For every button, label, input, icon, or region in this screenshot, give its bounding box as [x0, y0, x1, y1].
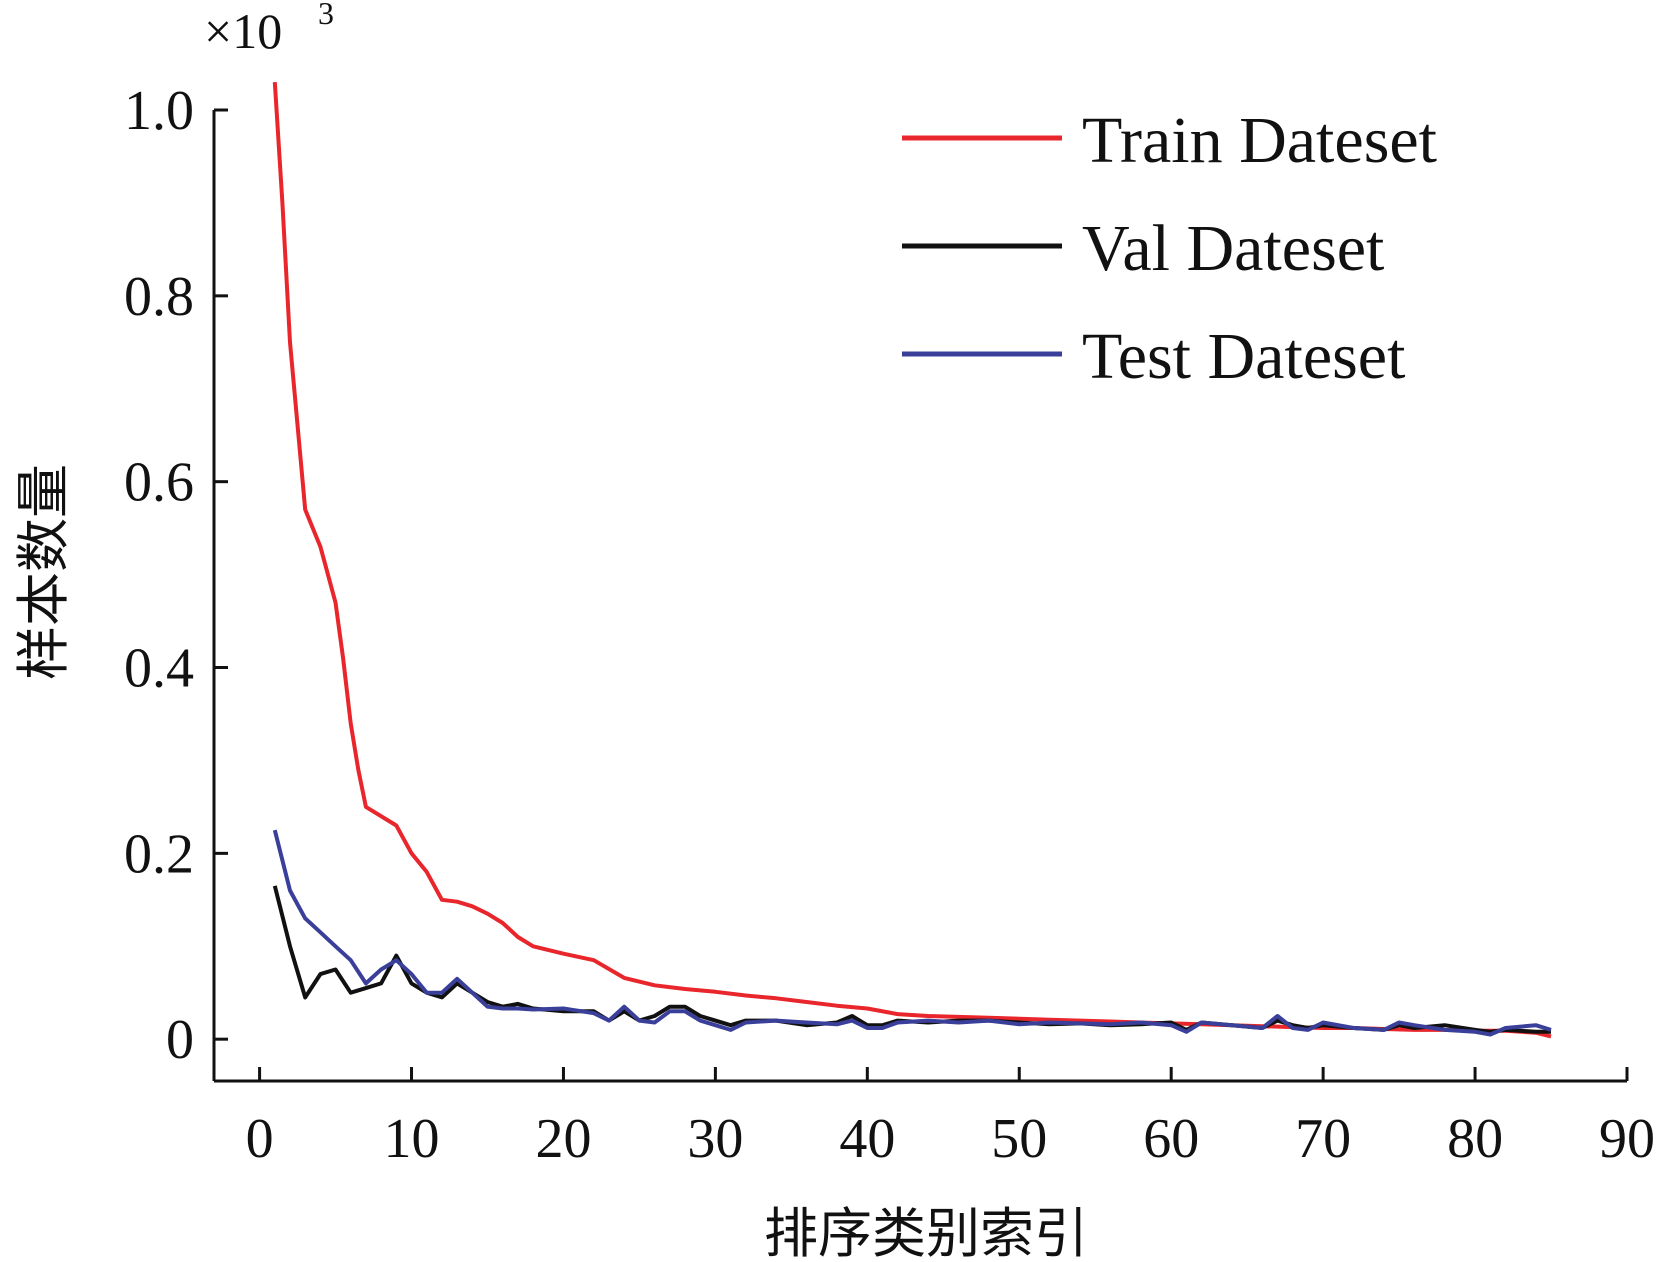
y-tick-label: 0: [166, 1009, 194, 1071]
y-tick-label: 0.4: [124, 638, 194, 700]
series-line-3: [272, 829, 1552, 1037]
legend: Train Dateset Val Dateset Test Dateset: [902, 104, 1437, 393]
legend-label: Train Dateset: [1082, 104, 1437, 177]
x-tick-label: 50: [991, 1108, 1047, 1170]
x-tick-label: 90: [1599, 1108, 1655, 1170]
legend-label: Test Dateset: [1082, 320, 1405, 393]
x-tick-label: 70: [1295, 1108, 1351, 1170]
y-axis-multiplier: ×10: [204, 3, 282, 59]
x-tick-label: 10: [384, 1108, 440, 1170]
series-line-2: [272, 885, 1551, 1034]
x-tick-label: 0: [246, 1108, 274, 1170]
tick-group: 0 10 20 30 40 50 60 70 80 90 0 0.2 0.4 0.6 0.8 1.0: [124, 80, 1655, 1170]
y-axis-title: 样本数量: [12, 464, 75, 680]
y-tick-label: 1.0: [124, 80, 194, 142]
x-axis-title: 排序类别索引: [764, 1202, 1088, 1262]
x-tick-label: 30: [687, 1108, 743, 1170]
x-tick-label: 40: [839, 1108, 895, 1170]
y-tick-label: 0.2: [124, 823, 194, 885]
x-tick-label: 60: [1143, 1108, 1199, 1170]
y-tick-label: 0.8: [124, 266, 194, 328]
series-group: [272, 81, 1552, 1039]
legend-label: Val Dateset: [1082, 212, 1384, 285]
x-tick-label: 80: [1447, 1108, 1503, 1170]
x-tick-label: 20: [535, 1108, 591, 1170]
axes: [212, 110, 1627, 1083]
y-tick-label: 0.6: [124, 452, 194, 514]
y-axis-multiplier-exponent: 3: [318, 0, 334, 31]
